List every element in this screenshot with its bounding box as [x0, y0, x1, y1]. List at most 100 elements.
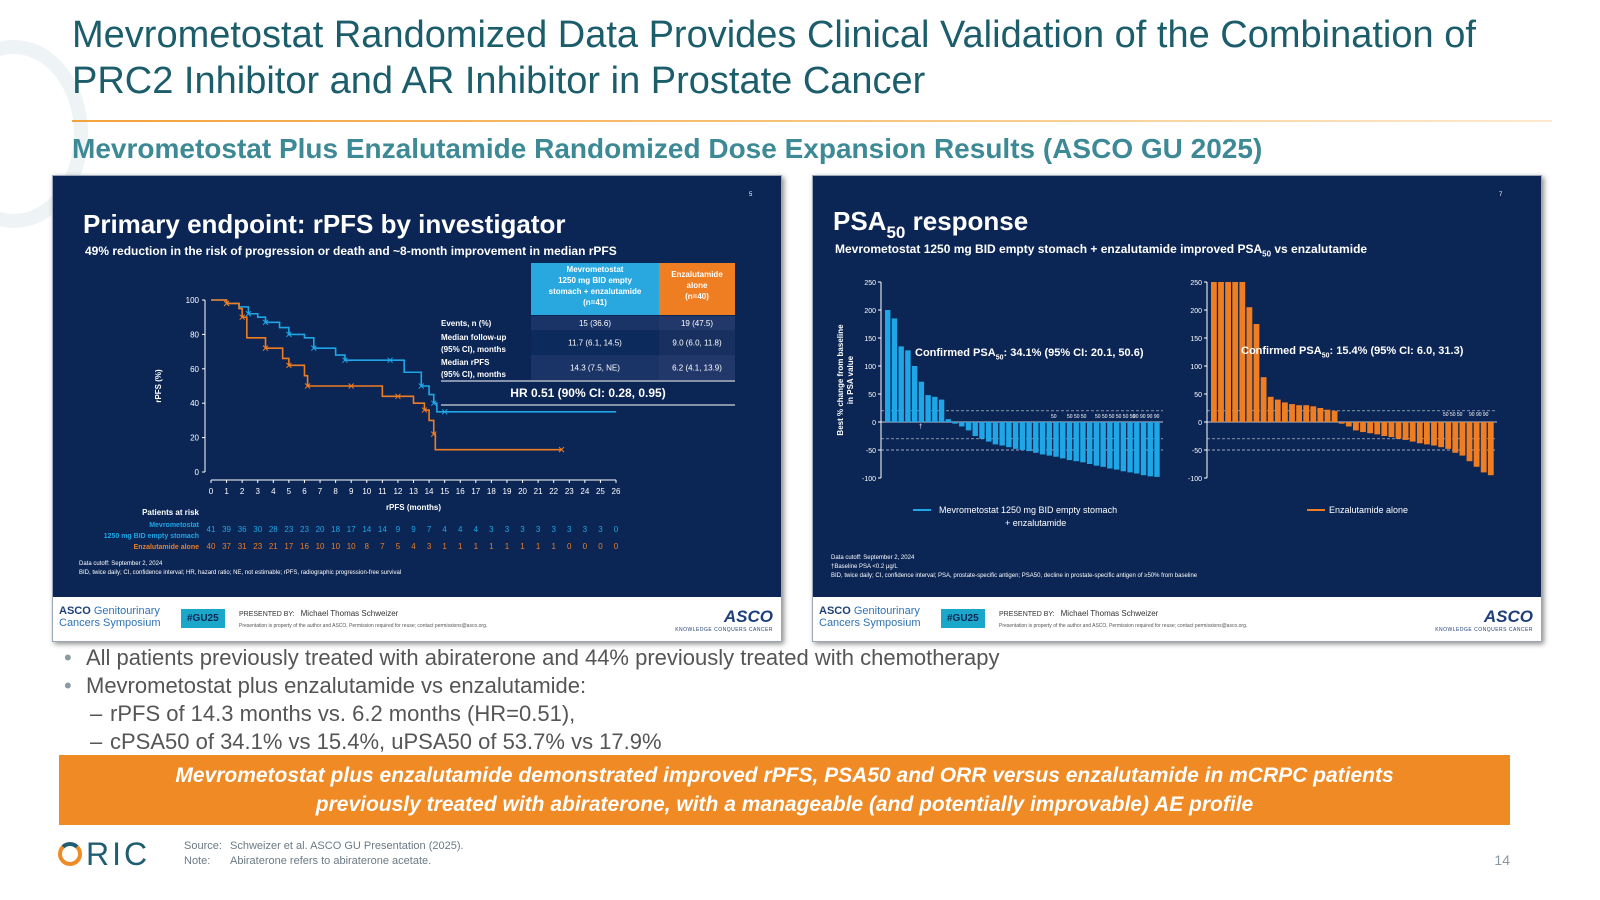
slide-subtitle: Mevrometostat 1250 mg BID empty stomach … — [835, 242, 1367, 259]
waterfall-bar — [1424, 422, 1430, 445]
risk-count-enzalutamide: 1 — [520, 542, 525, 551]
bullet-list: All patients previously treated with abi… — [64, 644, 1000, 756]
risk-count-enzalutamide: 0 — [598, 542, 603, 551]
risk-count-enzalutamide: 23 — [253, 542, 262, 551]
risk-label-mevrometostat: Mevrometostat — [149, 522, 199, 529]
table-value: 14.3 (7.5, NE) — [570, 364, 620, 373]
risk-count-enzalutamide: 17 — [284, 542, 293, 551]
y-tick-label: -100 — [862, 476, 876, 483]
x-tick-label: 22 — [549, 487, 558, 496]
page-subtitle: Mevrometostat Plus Enzalutamide Randomiz… — [72, 133, 1263, 164]
risk-count-mevrometostat: 3 — [520, 525, 525, 534]
table-col2-header: (n=40) — [685, 292, 709, 301]
x-tick-label: 15 — [440, 487, 449, 496]
x-tick-label: 20 — [518, 487, 527, 496]
y-tick-label: 150 — [864, 336, 876, 343]
x-tick-label: 26 — [612, 487, 621, 496]
risk-count-mevrometostat: 23 — [284, 525, 293, 534]
waterfall-bar — [1487, 422, 1494, 476]
waterfall-bar — [1218, 282, 1224, 422]
table-value: 9.0 (6.0, 11.8) — [672, 339, 722, 348]
y-tick-label: 0 — [195, 468, 200, 477]
censor-mark — [304, 383, 311, 389]
waterfall-bar — [1033, 422, 1039, 453]
censor-mark — [421, 407, 428, 413]
censor-mark — [286, 331, 292, 338]
risk-count-enzalutamide: 31 — [238, 542, 247, 551]
x-tick-label: 25 — [596, 487, 605, 496]
waterfall-bar — [1260, 377, 1267, 422]
censor-mark — [245, 310, 252, 317]
risk-count-mevrometostat: 17 — [347, 525, 356, 534]
censor-mark — [441, 408, 448, 415]
risk-count-mevrometostat: 20 — [316, 525, 325, 534]
waterfall-bar — [1409, 422, 1416, 442]
table-cell — [531, 330, 659, 355]
table-cell — [659, 330, 735, 355]
response-mark: 50 — [1051, 414, 1057, 420]
waterfall-bar — [1445, 422, 1452, 449]
y-tick-label: 150 — [1190, 336, 1202, 343]
censor-mark — [342, 357, 348, 364]
risk-count-enzalutamide: 10 — [316, 542, 325, 551]
waterfall-bar — [1480, 422, 1487, 473]
waterfall-bar — [945, 419, 952, 422]
slide-subtitle: 49% reduction in the risk of progression… — [85, 244, 617, 258]
waterfall-bar — [1026, 422, 1032, 452]
risk-table-header: Patients at risk — [142, 508, 199, 517]
risk-count-mevrometostat: 3 — [489, 525, 494, 534]
legend-label-mevrometostat: + enzalutamide — [1005, 518, 1066, 528]
x-tick-label: 17 — [471, 487, 480, 496]
waterfall-bar — [1317, 408, 1324, 422]
risk-count-enzalutamide: 0 — [583, 542, 588, 551]
presented-by: PRESENTED BY: Michael Thomas Schweizer Pre… — [239, 609, 488, 629]
risk-count-enzalutamide: 1 — [442, 542, 447, 551]
risk-count-mevrometostat: 3 — [583, 525, 588, 534]
censor-mark — [430, 400, 437, 407]
waterfall-bar — [1274, 399, 1281, 422]
table-col1-header: Mevrometostat — [567, 265, 624, 274]
x-tick-label: 11 — [378, 487, 387, 496]
waterfall-bar — [992, 422, 999, 445]
y-tick-label: 20 — [190, 434, 199, 443]
y-tick-label: -100 — [1188, 476, 1202, 483]
table-header-mevrometostat — [531, 263, 659, 315]
x-tick-label: 8 — [333, 487, 338, 496]
waterfall-bar — [1395, 422, 1402, 439]
banner-line: Mevrometostat plus enzalutamide demonstr… — [175, 764, 1394, 787]
waterfall-bar — [1239, 282, 1246, 422]
waterfall-bar — [1120, 422, 1127, 472]
waterfall-bar — [1416, 422, 1423, 444]
risk-count-mevrometostat: 4 — [474, 525, 479, 534]
waterfall-bar — [1303, 405, 1310, 422]
waterfall-bar — [979, 422, 985, 439]
hazard-ratio: HR 0.51 (90% CI: 0.28, 0.95) — [510, 386, 665, 400]
risk-count-mevrometostat: 7 — [427, 525, 432, 534]
risk-count-enzalutamide: 0 — [614, 542, 619, 551]
waterfall-bar — [925, 395, 931, 422]
risk-count-mevrometostat: 3 — [567, 525, 572, 534]
waterfall-bar — [1246, 307, 1253, 422]
waterfall-bar — [911, 366, 918, 422]
censor-mark — [310, 345, 317, 352]
waterfall-bar — [959, 422, 965, 427]
slide-page-number: 5 — [749, 192, 753, 198]
censor-mark — [239, 314, 246, 321]
asco-gu-logo: ASCO Genitourinary Cancers Symposium — [819, 605, 921, 629]
waterfall-bar — [1267, 396, 1274, 422]
y-tick-label: 250 — [1190, 280, 1202, 287]
waterfall-bar — [1345, 422, 1352, 427]
risk-count-enzalutamide: 1 — [505, 542, 510, 551]
waterfall-bar — [1113, 422, 1120, 470]
y-tick-label: 50 — [868, 392, 876, 399]
waterfall-bar — [1211, 282, 1217, 422]
km-curve-enzalutamide — [211, 299, 562, 451]
response-mark: 50 50 50 50 50 50 — [1095, 414, 1136, 420]
gu25-tag: #GU25 — [941, 609, 985, 628]
x-tick-label: 14 — [425, 487, 434, 496]
y-tick-label: 200 — [1190, 308, 1202, 315]
waterfall-bar — [1374, 422, 1381, 435]
y-tick-label: 100 — [186, 296, 200, 305]
table-row-label: (95% CI), months — [441, 370, 506, 379]
waterfall-bar — [1006, 422, 1012, 448]
